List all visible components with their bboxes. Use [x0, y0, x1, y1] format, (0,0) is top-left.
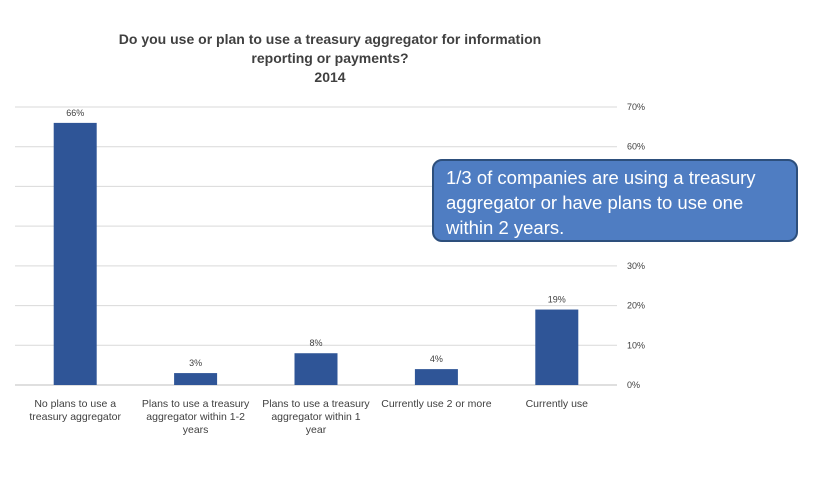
- callout-box: 1/3 of companies are using a treasury ag…: [432, 159, 798, 242]
- category-label: Plans to use a treasury: [142, 398, 250, 410]
- bar: [294, 353, 338, 385]
- y-tick-label: 10%: [627, 340, 645, 350]
- data-label: 4%: [430, 354, 443, 364]
- chart-title-line-3: 2014: [314, 69, 346, 85]
- category-label: years: [183, 424, 209, 436]
- y-tick-label: 30%: [627, 261, 645, 271]
- category-label: year: [306, 424, 327, 436]
- category-label: Currently use 2 or more: [381, 398, 491, 410]
- category-label: Plans to use a treasury: [262, 398, 370, 410]
- bar: [414, 369, 458, 385]
- data-label: 8%: [309, 338, 322, 348]
- y-tick-label: 60%: [627, 142, 645, 152]
- chart-title-line-2: reporting or payments?: [251, 50, 409, 66]
- category-label: aggregator within 1: [271, 411, 360, 423]
- data-label: 19%: [548, 295, 566, 305]
- bar: [53, 122, 97, 385]
- y-tick-label: 0%: [627, 380, 640, 390]
- chart-title-line-1: Do you use or plan to use a treasury agg…: [118, 31, 542, 47]
- bar: [174, 373, 218, 385]
- category-label: Currently use: [526, 398, 589, 410]
- y-tick-label: 20%: [627, 301, 645, 311]
- bar: [535, 309, 579, 385]
- category-label: No plans to use a: [34, 398, 116, 410]
- category-label: treasury aggregator: [29, 411, 121, 423]
- chart-title: Do you use or plan to use a treasury agg…: [40, 30, 620, 87]
- data-label: 3%: [189, 358, 202, 368]
- category-label: aggregator within 1-2: [146, 411, 245, 423]
- y-tick-label: 70%: [627, 102, 645, 112]
- data-label: 66%: [66, 108, 84, 118]
- callout-text: 1/3 of companies are using a treasury ag…: [446, 167, 756, 238]
